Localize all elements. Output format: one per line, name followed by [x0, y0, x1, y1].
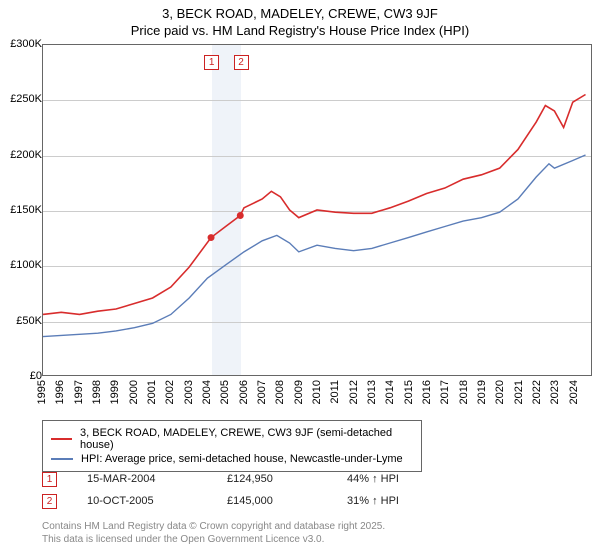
sale-date: 10-OCT-2005 — [87, 495, 227, 507]
legend-item-hpi: HPI: Average price, semi-detached house,… — [51, 453, 413, 465]
sales-table: 1 15-MAR-2004 £124,950 44% ↑ HPI 2 10-OC… — [42, 468, 467, 512]
chart-marker-box-1: 1 — [204, 55, 219, 70]
x-tick-label: 2009 — [293, 380, 305, 404]
x-tick-label: 2017 — [439, 380, 451, 404]
chart-container: 3, BECK ROAD, MADELEY, CREWE, CW3 9JF Pr… — [0, 0, 600, 560]
y-tick-label: £300K — [10, 38, 42, 50]
x-tick-label: 2005 — [219, 380, 231, 404]
x-tick-label: 2024 — [568, 380, 580, 404]
legend-label: 3, BECK ROAD, MADELEY, CREWE, CW3 9JF (s… — [80, 427, 413, 451]
x-tick-label: 2019 — [476, 380, 488, 404]
chart-title-line1: 3, BECK ROAD, MADELEY, CREWE, CW3 9JF — [0, 6, 600, 21]
x-tick-label: 2021 — [513, 380, 525, 404]
footer-line2: This data is licensed under the Open Gov… — [42, 533, 385, 546]
sale-marker-2: 2 — [42, 494, 57, 509]
x-tick-label: 2011 — [329, 380, 341, 404]
legend-label: HPI: Average price, semi-detached house,… — [81, 453, 403, 465]
x-tick-label: 2004 — [201, 380, 213, 404]
y-tick-label: £150K — [10, 204, 42, 216]
x-tick-label: 2010 — [311, 380, 323, 404]
x-tick-label: 2023 — [549, 380, 561, 404]
x-tick-label: 2003 — [183, 380, 195, 404]
sale-row-1: 1 15-MAR-2004 £124,950 44% ↑ HPI — [42, 468, 467, 490]
y-tick-label: £250K — [10, 93, 42, 105]
sale-dot-2 — [237, 212, 244, 219]
series-line-property — [43, 95, 586, 315]
sale-pct-vs-hpi: 44% ↑ HPI — [347, 473, 467, 485]
footer-line1: Contains HM Land Registry data © Crown c… — [42, 520, 385, 533]
series-lines-svg — [43, 45, 591, 375]
x-tick-label: 2016 — [421, 380, 433, 404]
y-tick-label: £200K — [10, 149, 42, 161]
legend-swatch-blue — [51, 458, 73, 460]
x-tick-label: 2014 — [384, 380, 396, 404]
x-tick-label: 2008 — [274, 380, 286, 404]
x-tick-label: 2018 — [458, 380, 470, 404]
sale-pct-vs-hpi: 31% ↑ HPI — [347, 495, 467, 507]
x-tick-label: 2015 — [403, 380, 415, 404]
x-tick-label: 2013 — [366, 380, 378, 404]
x-tick-label: 2000 — [128, 380, 140, 404]
sale-marker-1: 1 — [42, 472, 57, 487]
sale-price: £124,950 — [227, 473, 347, 485]
sale-dot-1 — [208, 234, 215, 241]
x-tick-label: 2006 — [238, 380, 250, 404]
sale-row-2: 2 10-OCT-2005 £145,000 31% ↑ HPI — [42, 490, 467, 512]
sale-price: £145,000 — [227, 495, 347, 507]
sale-date: 15-MAR-2004 — [87, 473, 227, 485]
x-tick-label: 2001 — [146, 380, 158, 404]
plot-border: 12 — [42, 44, 592, 376]
x-tick-label: 2002 — [164, 380, 176, 404]
y-tick-label: £50K — [16, 315, 42, 327]
x-tick-label: 2007 — [256, 380, 268, 404]
legend: 3, BECK ROAD, MADELEY, CREWE, CW3 9JF (s… — [42, 420, 422, 472]
legend-swatch-red — [51, 438, 72, 440]
footer-attribution: Contains HM Land Registry data © Crown c… — [42, 520, 385, 546]
x-tick-label: 1995 — [36, 380, 48, 404]
plot-area: 12 — [42, 44, 592, 376]
series-line-hpi — [43, 155, 586, 336]
title-block: 3, BECK ROAD, MADELEY, CREWE, CW3 9JF Pr… — [0, 0, 600, 38]
x-tick-label: 2020 — [494, 380, 506, 404]
chart-title-line2: Price paid vs. HM Land Registry's House … — [0, 23, 600, 38]
x-tick-label: 1999 — [109, 380, 121, 404]
x-tick-label: 2022 — [531, 380, 543, 404]
x-tick-label: 1997 — [73, 380, 85, 404]
chart-marker-box-2: 2 — [234, 55, 249, 70]
x-tick-label: 2012 — [348, 380, 360, 404]
legend-item-property: 3, BECK ROAD, MADELEY, CREWE, CW3 9JF (s… — [51, 427, 413, 451]
x-tick-label: 1996 — [54, 380, 66, 404]
y-tick-label: £100K — [10, 259, 42, 271]
x-tick-label: 1998 — [91, 380, 103, 404]
